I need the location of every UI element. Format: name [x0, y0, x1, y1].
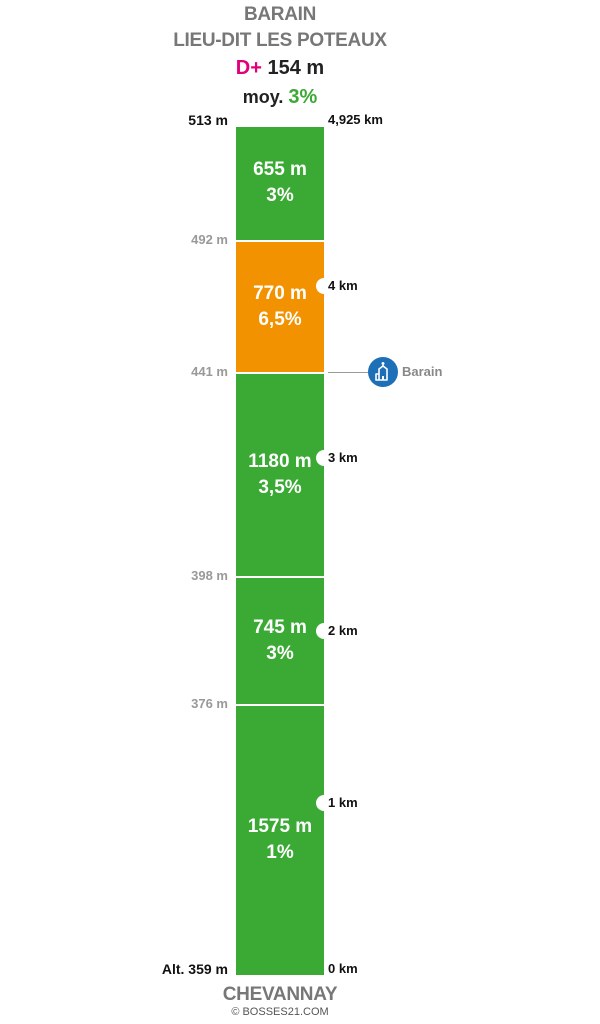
segment-grade: 6,5% — [258, 309, 302, 331]
km-marker-label: 2 km — [328, 622, 358, 638]
climb-profile: 1575 m 1% 745 m 3% 1180 m 3,5% 770 m 6,5% 655 m 3… — [236, 127, 324, 975]
avg-value: 3% — [288, 86, 318, 108]
bottom-distance: 0 km — [328, 961, 358, 976]
km-marker-label: 3 km — [328, 450, 358, 466]
segment-length: 1575 m — [247, 816, 313, 838]
dplus-value: 154 m — [267, 57, 325, 79]
top-altitude: 513 m — [188, 112, 228, 128]
start-name: CHEVANNAY — [222, 984, 338, 1005]
segment-grade: 3% — [266, 642, 294, 664]
segment-length: 655 m — [253, 159, 307, 181]
km-marker-label: 4 km — [328, 278, 358, 294]
profile-segment: 745 m 3% — [236, 575, 324, 704]
poi-leader-line — [328, 372, 368, 374]
segment-altitude: 376 m — [191, 695, 228, 711]
copyright: © BOSSES21.COM — [231, 1006, 329, 1018]
profile-segment: 655 m 3% — [236, 127, 324, 240]
church-icon — [368, 357, 398, 388]
km-marker-dot — [316, 794, 332, 811]
segment-grade: 1% — [266, 842, 294, 864]
profile-segment: 1575 m 1% — [236, 703, 324, 975]
poi-name: Barain — [402, 364, 443, 380]
km-marker-dot — [316, 278, 332, 295]
segment-length: 770 m — [253, 283, 307, 305]
top-distance: 4,925 km — [328, 112, 383, 127]
km-marker-label: 1 km — [328, 794, 358, 810]
average-grade: moy. 3% — [0, 86, 560, 109]
avg-label: moy. — [242, 87, 284, 107]
dplus-label: D+ — [235, 57, 262, 79]
profile-segment: 770 m 6,5% — [236, 239, 324, 373]
summit-name: BARAIN — [243, 4, 317, 25]
segment-length: 1180 m — [248, 450, 312, 472]
profile-segment: 1180 m 3,5% — [236, 372, 324, 576]
segment-grade: 3,5% — [258, 476, 302, 498]
segment-altitude: 441 m — [191, 364, 228, 380]
segment-altitude: 492 m — [191, 231, 228, 247]
bottom-altitude: Alt. 359 m — [161, 961, 228, 977]
segment-grade: 3% — [266, 185, 294, 207]
segment-length: 745 m — [253, 616, 307, 638]
segment-altitude: 398 m — [191, 567, 228, 583]
pass-name: LIEU-DIT LES POTEAUX — [173, 30, 387, 51]
km-marker-dot — [316, 450, 332, 467]
km-marker-dot — [316, 622, 332, 639]
elevation-gain: D+ 154 m — [0, 57, 560, 80]
